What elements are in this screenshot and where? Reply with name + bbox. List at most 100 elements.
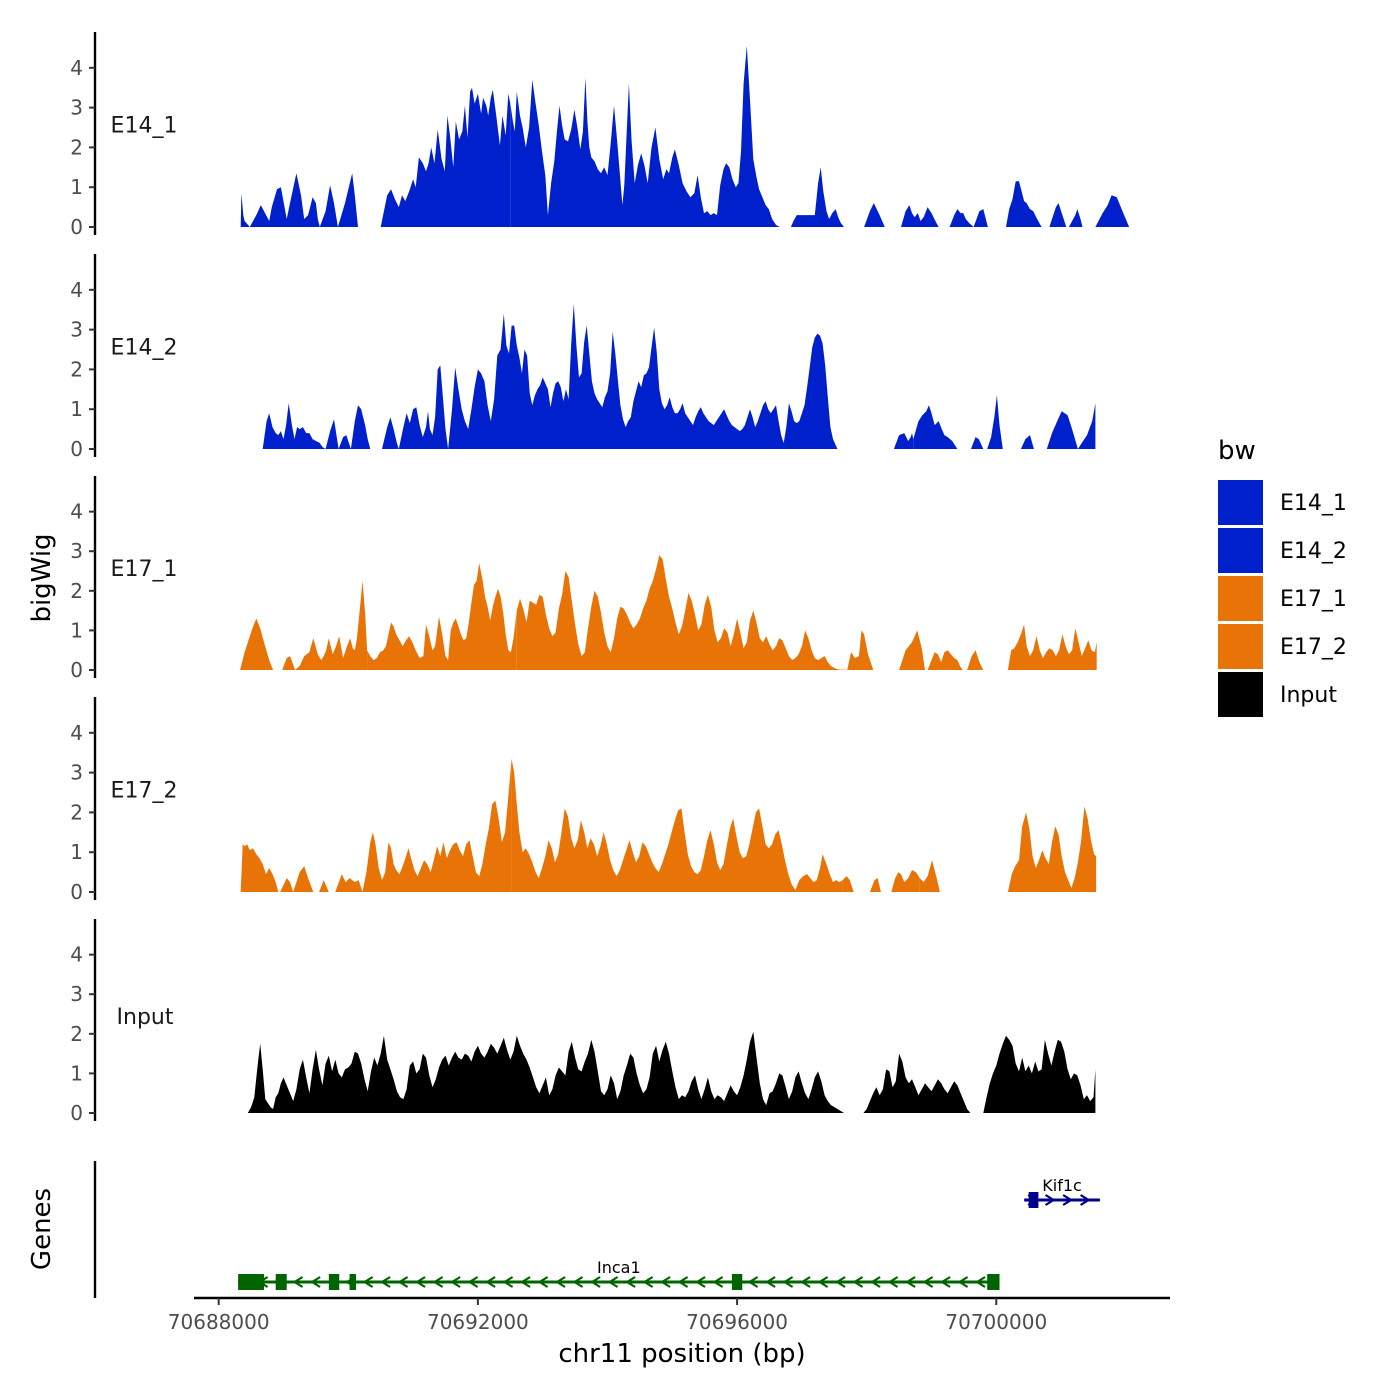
- coverage-area-segment: [949, 209, 974, 227]
- coverage-area-segment: [1006, 181, 1042, 227]
- gene-label: Inca1: [597, 1258, 641, 1277]
- coverage-area-segment: [240, 618, 274, 670]
- coverage-area-segment: [1007, 624, 1097, 670]
- strand-arrow: [957, 1276, 969, 1288]
- coverage-area-segment: [913, 405, 958, 449]
- y-tick-label: 2: [70, 357, 83, 381]
- coverage-area-segment: [380, 87, 511, 227]
- legend-label: E14_1: [1280, 491, 1347, 516]
- coverage-area-segment: [338, 435, 351, 449]
- coverage-area-segment: [864, 203, 885, 227]
- y-tick-label: 0: [70, 215, 83, 239]
- track-e14-2: 0 1 2 3 4 E14_2: [70, 254, 1096, 461]
- exon: [987, 1274, 1000, 1290]
- y-tick-label: 1: [70, 840, 83, 864]
- strand-arrow: [887, 1276, 899, 1288]
- coverage-area-segment: [247, 1031, 845, 1113]
- strand-arrow: [747, 1276, 759, 1288]
- coverage-area-segment: [1095, 195, 1130, 227]
- legend-label: E17_1: [1280, 587, 1347, 612]
- coverage-area-segment: [1068, 209, 1083, 227]
- x-axis-title: chr11 position (bp): [558, 1339, 805, 1369]
- strand-arrow: [292, 1276, 304, 1288]
- coverage-area-segment: [398, 365, 449, 449]
- strand-arrow: [1080, 1194, 1091, 1206]
- y-tick-label: 3: [70, 318, 83, 342]
- y-tick-label: 2: [70, 135, 83, 159]
- strand-arrow: [537, 1276, 549, 1288]
- strand-arrow: [817, 1276, 829, 1288]
- y-tick-label: 2: [70, 800, 83, 824]
- strand-arrow: [502, 1276, 514, 1288]
- strand-arrow: [1062, 1194, 1074, 1206]
- y-tick-label: 2: [70, 1022, 83, 1046]
- track-e17-2: 0 1 2 3 4 E17_2: [70, 697, 1097, 904]
- strand-arrow: [765, 1276, 776, 1288]
- y-axis-title: bigWig: [27, 533, 57, 622]
- strand-arrow: [555, 1276, 566, 1288]
- coverage-area-segment: [893, 433, 914, 449]
- strand-arrow: [975, 1276, 986, 1288]
- y-tick-label: 4: [70, 943, 83, 967]
- y-tick-label: 4: [70, 721, 83, 745]
- strand-arrow: [520, 1276, 531, 1288]
- strand-arrow: [310, 1276, 321, 1288]
- strand-arrow: [362, 1276, 374, 1288]
- coverage-area-segment: [791, 854, 843, 892]
- coverage-area-segment: [280, 878, 294, 892]
- strand-arrow: [922, 1276, 934, 1288]
- coverage-area-segment: [240, 193, 250, 227]
- coverage-tracks: 0 1 2 3 4 E14_1 0 1 2 3 4 E14_2 0 1 2 3 4 E17_1 0 1 2 3 4 E17_2…: [70, 32, 1130, 1125]
- strand-arrow: [625, 1276, 636, 1288]
- coverage-area-segment: [869, 878, 881, 892]
- exon: [238, 1274, 265, 1290]
- coverage-area-segment: [249, 173, 320, 227]
- strand-arrow: [590, 1276, 601, 1288]
- coverage-area-segment: [901, 205, 939, 227]
- legend: bw E14_1 E14_2 E17_1 E17_2 Input: [1218, 436, 1347, 717]
- y-tick-label: 4: [70, 500, 83, 524]
- coverage-area-segment: [362, 758, 512, 892]
- y-tick-label: 0: [70, 1101, 83, 1125]
- coverage-area-segment: [842, 876, 854, 892]
- exon: [328, 1274, 340, 1290]
- coverage-area-segment: [919, 860, 940, 892]
- coverage-area-segment: [448, 303, 608, 449]
- coverage-area-segment: [1020, 435, 1034, 449]
- strand-arrow: [380, 1276, 391, 1288]
- genes-track: 70688000 70692000 70696000 70700000 Inca1 Kif…: [93, 1161, 1170, 1334]
- gene-label: Kif1c: [1042, 1176, 1082, 1195]
- coverage-area-segment: [899, 630, 925, 670]
- panel-label: E14_1: [111, 114, 178, 139]
- coverage-area-segment: [295, 580, 368, 670]
- strand-arrow: [800, 1276, 811, 1288]
- coverage-area-segment: [971, 437, 984, 449]
- y-tick-label: 0: [70, 658, 83, 682]
- coverage-area-segment: [973, 209, 988, 227]
- x-tick-label: 70696000: [686, 1310, 788, 1334]
- coverage-area-segment: [1049, 203, 1067, 227]
- coverage-area-segment: [367, 563, 517, 670]
- legend-swatch: [1218, 624, 1263, 669]
- exon: [275, 1274, 287, 1290]
- strand-arrow: [467, 1276, 479, 1288]
- coverage-area-segment: [1046, 411, 1078, 449]
- y-tick-label: 3: [70, 761, 83, 785]
- legend-title: bw: [1218, 436, 1256, 466]
- y-tick-label: 0: [70, 880, 83, 904]
- panel-label: E17_2: [111, 779, 178, 804]
- track-input: 0 1 2 3 4 Input: [70, 919, 1096, 1125]
- panel-label: Input: [117, 1005, 174, 1030]
- y-tick-label: 4: [70, 278, 83, 302]
- y-tick-label: 1: [70, 175, 83, 199]
- coverage-area-segment: [282, 656, 296, 670]
- exon: [1028, 1192, 1039, 1208]
- legend-swatch: [1218, 480, 1263, 525]
- coverage-area-segment: [987, 395, 1003, 449]
- coverage-area-segment: [607, 327, 838, 449]
- legend-swatch: [1218, 528, 1263, 573]
- coverage-area-segment: [669, 45, 791, 228]
- strand-arrow: [432, 1276, 444, 1288]
- strand-arrow: [397, 1276, 409, 1288]
